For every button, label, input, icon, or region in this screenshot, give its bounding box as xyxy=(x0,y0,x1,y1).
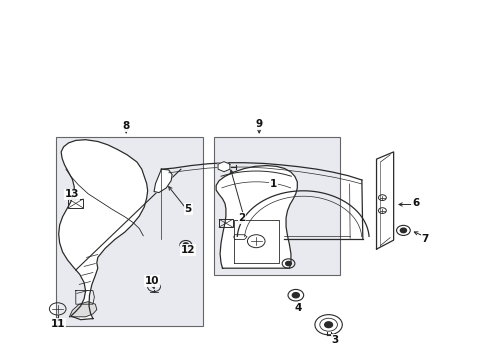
Text: 5: 5 xyxy=(184,204,191,214)
Polygon shape xyxy=(218,162,229,172)
Text: 3: 3 xyxy=(331,335,338,345)
Circle shape xyxy=(324,322,332,328)
Circle shape xyxy=(400,228,406,233)
Text: 4: 4 xyxy=(294,303,302,313)
Polygon shape xyxy=(216,166,297,268)
Circle shape xyxy=(285,261,291,266)
Circle shape xyxy=(183,243,188,247)
Text: 12: 12 xyxy=(181,245,195,255)
Polygon shape xyxy=(154,169,172,193)
Text: 8: 8 xyxy=(122,121,129,131)
Bar xyxy=(56,137,203,326)
Text: 13: 13 xyxy=(65,189,80,199)
Polygon shape xyxy=(59,140,147,320)
Text: 10: 10 xyxy=(144,276,159,286)
Polygon shape xyxy=(376,152,393,249)
Text: 2: 2 xyxy=(238,213,245,223)
Circle shape xyxy=(292,293,299,298)
Text: 11: 11 xyxy=(50,319,65,329)
Bar xyxy=(214,137,339,275)
Text: 7: 7 xyxy=(421,234,428,244)
Text: 9: 9 xyxy=(255,119,262,129)
Text: 1: 1 xyxy=(270,179,277,189)
Bar xyxy=(219,219,232,227)
Bar xyxy=(68,199,83,208)
Text: 6: 6 xyxy=(411,198,418,208)
Polygon shape xyxy=(69,302,97,317)
